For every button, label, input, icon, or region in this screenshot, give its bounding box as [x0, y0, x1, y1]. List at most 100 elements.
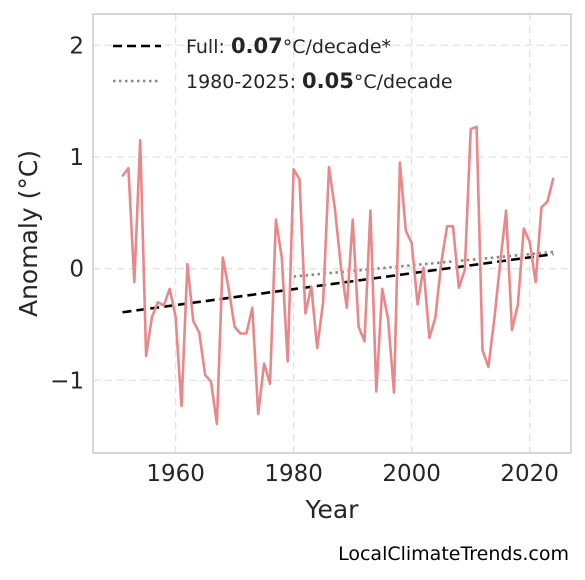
y-tick-label: −1 [50, 368, 84, 394]
anomaly-data-point [163, 304, 165, 307]
anomaly-data-point [151, 315, 153, 318]
anomaly-data-point [210, 380, 212, 383]
anomaly-data-point [499, 262, 501, 264]
anomaly-data-point [345, 306, 348, 309]
anomaly-data-point [517, 303, 519, 306]
anomaly-data-point [487, 366, 490, 368]
anomaly-data-point [469, 128, 472, 130]
anomaly-data-point [245, 332, 248, 335]
anomaly-data-point [428, 337, 431, 339]
anomaly-data-point [292, 168, 295, 171]
full-trend-line [122, 252, 554, 314]
anomaly-data-point [186, 263, 189, 266]
tick-labels: 1960 1980 2000 2020 −1 0 1 2 [50, 33, 559, 487]
anomaly-series [121, 125, 555, 426]
x-tick-label: 1980 [264, 461, 323, 487]
anomaly-data-point [410, 242, 413, 244]
anomaly-data-point [216, 423, 218, 425]
anomaly-data-point [233, 325, 236, 328]
y-tick-label: 0 [69, 257, 84, 283]
legend-prefix: 1980-2025: [186, 71, 302, 93]
legend-entry: 1980-2025: 0.05°C/decade [186, 69, 453, 93]
anomaly-data-point [334, 208, 336, 211]
anomaly-data-point [257, 413, 260, 415]
anomaly-data-point [174, 315, 177, 318]
anomaly-data-point [322, 301, 324, 303]
anomaly-data-point [393, 391, 395, 394]
anomaly-data-point [204, 374, 206, 376]
anomaly-series-line [121, 125, 555, 426]
anomaly-data-point [310, 285, 313, 288]
anomaly-data-point [316, 347, 319, 349]
anomaly-data-point [422, 266, 425, 269]
anomaly-data-point [357, 325, 360, 328]
y-tick-label: 2 [69, 33, 84, 59]
anomaly-data-point [546, 200, 549, 203]
anomaly-data-point [121, 175, 124, 177]
recent-trend-line [293, 250, 554, 278]
anomaly-data-point [133, 281, 136, 283]
anomaly-data-point [416, 303, 419, 306]
anomaly-data-point [463, 269, 466, 271]
anomaly-data-point [286, 360, 289, 363]
x-tick-label: 2000 [382, 461, 441, 487]
anomaly-data-point [298, 178, 301, 181]
anomaly-data-point [269, 382, 271, 385]
x-tick-label: 1960 [146, 461, 205, 487]
legend-prefix: Full: [186, 36, 231, 58]
anomaly-data-point [475, 126, 478, 128]
anomaly-data-point [528, 241, 531, 243]
anomaly-data-point [511, 329, 513, 331]
plot-frame [92, 13, 572, 454]
anomaly-data-point [446, 225, 448, 228]
anomaly-data-point [369, 209, 372, 212]
anomaly-data-point [440, 262, 442, 264]
anomaly-data-point [145, 355, 147, 357]
anomaly-data-point [180, 405, 183, 407]
x-tick-label: 2020 [500, 461, 559, 487]
anomaly-data-point [458, 286, 460, 289]
anomaly-data-point [540, 206, 543, 209]
legend: Full: 0.07°C/decade*1980-2025: 0.05°C/de… [113, 34, 453, 93]
anomaly-data-point [522, 227, 525, 230]
anomaly-data-point [304, 312, 307, 315]
trend-lines [122, 250, 554, 314]
anomaly-data-point [281, 256, 283, 259]
legend-rate: 0.05 [302, 69, 354, 93]
legend-suffix: °C/decade [354, 71, 453, 93]
anomaly-data-point [222, 256, 224, 259]
anomaly-data-point [434, 317, 437, 319]
anomaly-data-point [505, 209, 507, 212]
anomaly-data-point [192, 320, 195, 322]
anomaly-data-point [157, 301, 159, 303]
legend-suffix: °C/decade* [283, 36, 391, 58]
y-axis-label: Anomaly (°C) [14, 150, 43, 317]
anomaly-data-point [452, 225, 454, 228]
anomaly-data-point [328, 166, 330, 168]
anomaly-data-point [375, 390, 378, 393]
x-axis-label: Year [305, 495, 360, 524]
anomaly-data-point [399, 161, 401, 164]
legend-entry: Full: 0.07°C/decade* [186, 34, 391, 58]
anomaly-data-point [381, 287, 383, 290]
anomaly-data-point [363, 340, 366, 343]
anomaly-data-point [198, 331, 201, 334]
grid-lines [93, 14, 571, 453]
anomaly-data-point [168, 287, 171, 290]
anomaly-data-point [340, 265, 342, 268]
y-tick-label: 1 [69, 145, 84, 171]
anomaly-data-point [275, 218, 277, 221]
anomaly-data-point [534, 281, 537, 283]
source-credit: LocalClimateTrends.com [338, 543, 569, 565]
anomaly-data-point [263, 362, 265, 365]
anomaly-data-point [227, 287, 230, 290]
anomaly-data-point [139, 139, 142, 142]
anomaly-data-point [404, 229, 407, 232]
anomaly-data-point [251, 306, 254, 309]
anomaly-data-point [239, 332, 242, 335]
anomaly-data-point [552, 177, 555, 180]
anomaly-data-point [493, 318, 496, 320]
anomaly-data-point [127, 167, 130, 169]
legend-rate: 0.07 [231, 34, 283, 58]
